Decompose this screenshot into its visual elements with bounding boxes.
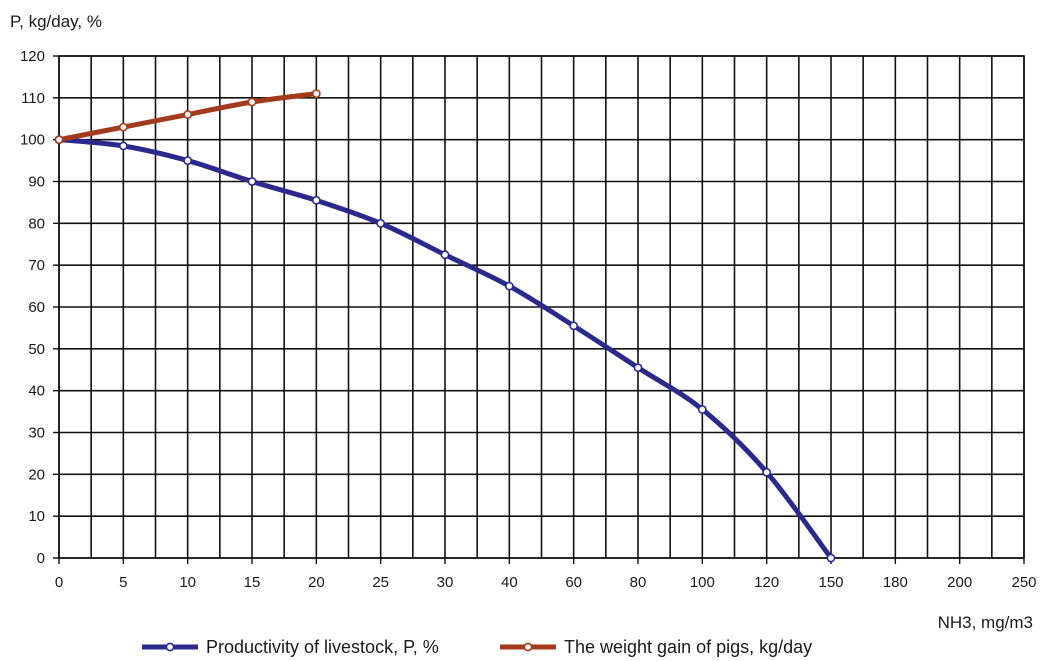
data-point: [569, 321, 579, 331]
y-tick-label: 100: [20, 132, 45, 149]
y-tick-label: 50: [28, 341, 45, 358]
x-tick-label: 100: [690, 574, 715, 591]
y-tick-label: 70: [28, 257, 45, 274]
y-tick-label: 60: [28, 299, 45, 316]
x-tick-label: 0: [55, 574, 63, 591]
x-tick-label: 150: [818, 574, 843, 591]
data-point: [183, 156, 193, 165]
data-point: [54, 135, 64, 145]
x-tick-label: 250: [1011, 574, 1036, 591]
x-tick-label: 200: [947, 574, 972, 591]
data-point: [118, 122, 128, 132]
x-tick-label: 15: [244, 574, 261, 591]
x-axis-label: NH3, mg/m3: [938, 613, 1033, 632]
chart-series: [54, 89, 836, 563]
x-tick-label: 30: [437, 574, 454, 591]
x-tick-label: 10: [179, 574, 196, 591]
legend-label-2: The weight gain of pigs, kg/day: [564, 637, 812, 657]
x-tick-label: 80: [630, 574, 647, 591]
x-tick-label: 180: [883, 574, 908, 591]
chart-legend: Productivity of livestock, P, % The weigh…: [142, 637, 812, 657]
x-axis-ticks: 0 5 10 15 20 25 30 40 60 80 100 120 150 180 200 250: [55, 558, 1037, 591]
data-point: [762, 467, 772, 477]
data-point: [826, 553, 836, 563]
data-point: [311, 89, 321, 99]
y-tick-label: 110: [21, 90, 45, 107]
y-tick-label: 20: [28, 466, 45, 483]
data-point: [440, 250, 450, 260]
x-tick-label: 5: [119, 574, 127, 591]
y-tick-label: 10: [28, 508, 45, 525]
x-tick-label: 20: [308, 574, 325, 591]
data-point: [247, 97, 257, 107]
data-point: [504, 281, 514, 291]
data-point: [247, 177, 257, 186]
legend-marker-2: [523, 642, 533, 652]
y-tick-label: 30: [28, 425, 45, 442]
x-tick-label: 40: [501, 574, 518, 591]
data-point: [311, 195, 321, 205]
legend-label-1: Productivity of livestock, P, %: [206, 637, 439, 657]
legend-marker-1: [165, 642, 175, 652]
y-axis-label: P, kg/day, %: [10, 12, 102, 31]
chart-grid: [58, 55, 1025, 559]
y-axis-ticks: 0 10 20 30 40 50 60 70 80 90 100 110 120: [20, 48, 59, 567]
y-tick-label: 80: [28, 215, 45, 232]
y-tick-label: 90: [28, 174, 45, 191]
data-point: [183, 110, 193, 119]
x-tick-label: 25: [372, 574, 389, 591]
y-tick-label: 120: [20, 48, 45, 65]
data-point: [376, 218, 386, 228]
x-tick-label: 120: [754, 574, 779, 591]
data-point: [633, 363, 643, 373]
data-point: [697, 405, 707, 414]
y-tick-label: 40: [28, 383, 45, 400]
y-tick-label: 0: [37, 550, 45, 567]
data-point: [118, 141, 128, 151]
x-tick-label: 60: [565, 574, 582, 591]
